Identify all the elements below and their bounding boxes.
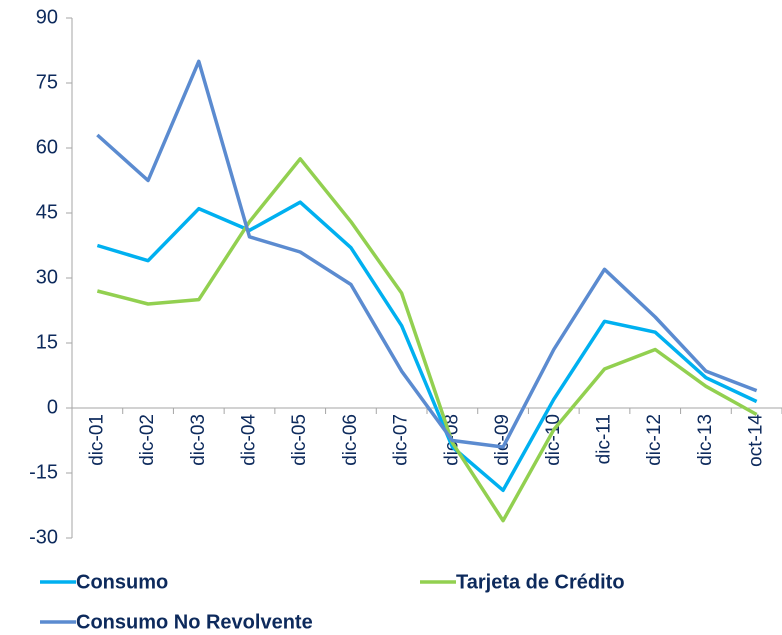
x-tick-label: dic-06	[340, 414, 361, 466]
legend-label: Tarjeta de Crédito	[456, 571, 625, 593]
y-tick-label: 0	[47, 396, 58, 418]
x-tick-label: dic-02	[137, 414, 158, 466]
series-line	[96, 200, 758, 493]
y-tick-label: 30	[36, 266, 58, 288]
series-line	[96, 59, 758, 449]
x-tick-label: dic-10	[543, 414, 564, 466]
x-tick-label: dic-05	[289, 414, 310, 466]
x-tick-label: dic-03	[188, 414, 209, 466]
y-tick-label: 45	[36, 201, 58, 223]
y-tick-label: 90	[36, 6, 58, 28]
x-tick-label: dic-09	[492, 414, 513, 466]
y-tick-label: -15	[29, 461, 58, 483]
y-tick-label: 15	[36, 331, 58, 353]
series-line	[96, 157, 758, 523]
y-tick-label: -30	[29, 526, 58, 548]
y-tick-label: 75	[36, 71, 58, 93]
x-tick-label: oct-14	[746, 414, 767, 467]
y-tick-label: 60	[36, 136, 58, 158]
legend-label: Consumo	[76, 571, 168, 593]
x-tick-label: dic-01	[86, 414, 107, 466]
x-tick-label: dic-07	[391, 414, 412, 466]
legend-label: Consumo No Revolvente	[76, 611, 313, 633]
x-tick-label: dic-12	[644, 414, 665, 466]
x-tick-label: dic-11	[594, 414, 615, 464]
x-tick-label: dic-13	[695, 414, 716, 466]
x-tick-label: dic-04	[239, 414, 260, 466]
